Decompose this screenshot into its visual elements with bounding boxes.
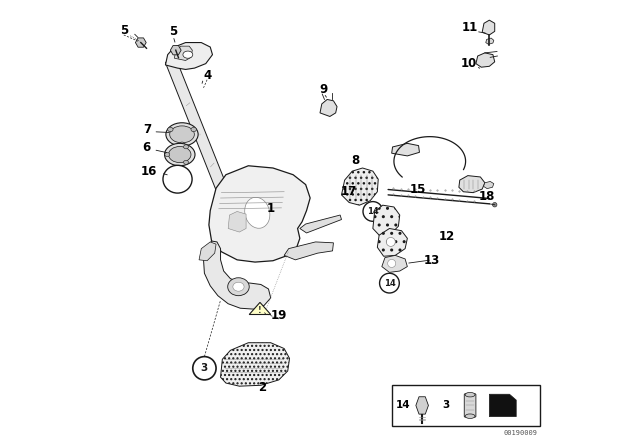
Polygon shape [459, 176, 485, 193]
Polygon shape [170, 46, 181, 55]
Ellipse shape [233, 282, 244, 291]
Text: 8: 8 [352, 154, 360, 167]
Text: 2: 2 [258, 381, 266, 394]
Polygon shape [165, 43, 212, 69]
Text: 4: 4 [203, 69, 211, 82]
Ellipse shape [164, 143, 195, 166]
Polygon shape [221, 343, 289, 386]
Polygon shape [378, 228, 407, 256]
Polygon shape [209, 166, 310, 262]
Text: 13: 13 [424, 254, 440, 267]
Polygon shape [165, 55, 235, 215]
Text: 3: 3 [201, 363, 208, 373]
Ellipse shape [170, 126, 195, 143]
Circle shape [493, 202, 497, 207]
Text: 10: 10 [461, 57, 477, 70]
Polygon shape [228, 211, 246, 232]
Ellipse shape [163, 165, 192, 193]
Polygon shape [174, 46, 192, 60]
Polygon shape [392, 143, 419, 156]
Text: 3: 3 [442, 401, 449, 410]
Polygon shape [284, 242, 333, 260]
Ellipse shape [228, 278, 249, 296]
Ellipse shape [465, 414, 475, 418]
Ellipse shape [168, 127, 173, 132]
Text: 6: 6 [142, 141, 150, 155]
Polygon shape [199, 242, 216, 261]
Text: 7: 7 [143, 122, 152, 136]
Polygon shape [373, 205, 400, 237]
Polygon shape [484, 181, 494, 189]
Polygon shape [476, 53, 495, 67]
Text: !: ! [258, 306, 262, 314]
Text: 15: 15 [410, 182, 426, 196]
FancyBboxPatch shape [464, 394, 476, 417]
Text: 12: 12 [438, 230, 454, 243]
Text: 11: 11 [462, 21, 478, 34]
Circle shape [193, 357, 216, 380]
Polygon shape [136, 38, 146, 47]
Text: 14: 14 [383, 279, 396, 288]
Circle shape [363, 202, 383, 221]
Ellipse shape [465, 392, 475, 397]
Polygon shape [490, 394, 516, 417]
Polygon shape [382, 255, 407, 272]
Text: 9: 9 [319, 83, 328, 96]
Ellipse shape [168, 146, 191, 163]
Ellipse shape [183, 51, 193, 58]
Polygon shape [482, 20, 495, 35]
Ellipse shape [166, 123, 198, 146]
Text: 14: 14 [396, 401, 410, 410]
Bar [392, 385, 540, 426]
Polygon shape [486, 38, 494, 44]
Text: 1: 1 [267, 202, 275, 215]
Text: 19: 19 [271, 309, 287, 323]
Ellipse shape [164, 152, 170, 157]
Text: 00190009: 00190009 [503, 430, 538, 436]
Ellipse shape [244, 197, 270, 228]
Text: 5: 5 [120, 24, 128, 37]
Ellipse shape [184, 160, 189, 164]
Polygon shape [249, 302, 271, 314]
Text: 14: 14 [367, 207, 379, 216]
Circle shape [387, 237, 396, 246]
Ellipse shape [179, 142, 185, 146]
Ellipse shape [184, 145, 189, 149]
Text: 5: 5 [169, 25, 177, 38]
Polygon shape [204, 241, 271, 309]
Polygon shape [416, 397, 428, 414]
Polygon shape [342, 168, 378, 205]
Polygon shape [320, 99, 337, 116]
Text: 18: 18 [479, 190, 495, 203]
Circle shape [388, 259, 396, 267]
Circle shape [380, 273, 399, 293]
Text: 16: 16 [141, 164, 157, 178]
Ellipse shape [191, 127, 196, 132]
Polygon shape [300, 215, 342, 233]
Text: 17: 17 [341, 185, 357, 198]
